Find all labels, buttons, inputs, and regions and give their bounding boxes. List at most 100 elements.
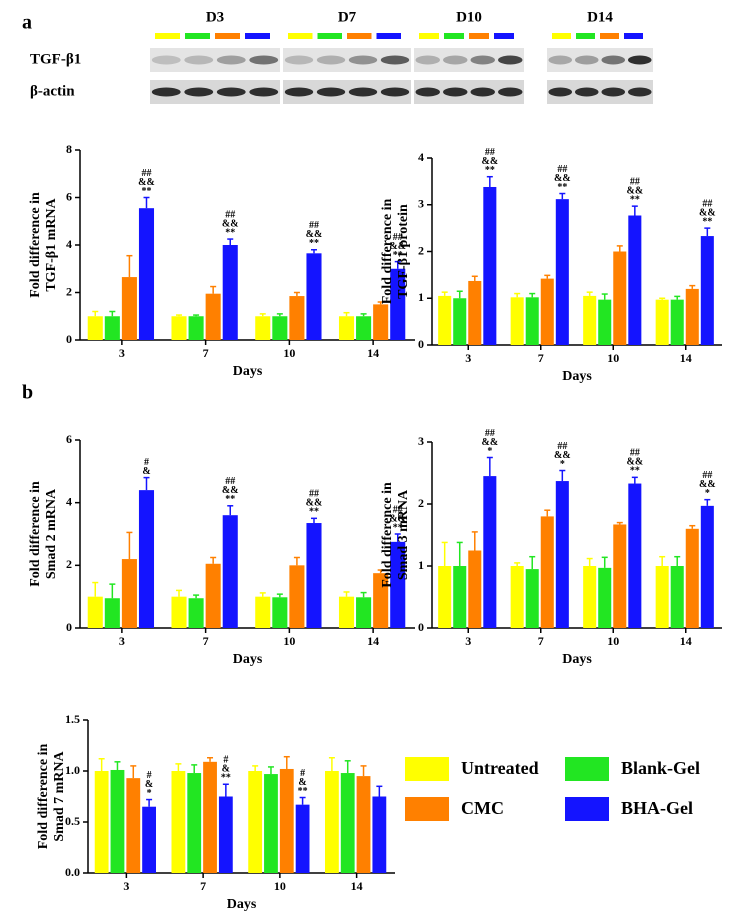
significance-mark: # xyxy=(144,457,149,468)
lane-color xyxy=(317,33,342,39)
legend-label: Blank-Gel xyxy=(621,758,700,778)
y-axis-label: Fold difference in xyxy=(380,482,395,588)
bar xyxy=(338,596,355,628)
significance-mark: ** xyxy=(393,250,403,261)
significance-mark: ## xyxy=(485,147,495,158)
significance-mark: ** xyxy=(393,522,403,533)
lane-color xyxy=(215,33,240,39)
significance-mark: ** xyxy=(221,773,231,784)
x-axis-label: Days xyxy=(233,652,263,667)
blot-band xyxy=(249,87,279,97)
y-tick-label: 6 xyxy=(66,432,72,446)
bar xyxy=(87,596,103,628)
blot-column-label: D3 xyxy=(206,9,224,25)
x-tick-label: 14 xyxy=(680,351,692,365)
significance-mark: && xyxy=(626,457,643,468)
blot-band xyxy=(184,55,214,65)
significance-mark: && xyxy=(699,207,716,218)
blot-band xyxy=(348,87,378,97)
bar xyxy=(171,316,187,340)
bar xyxy=(279,768,294,873)
significance-mark: ** xyxy=(309,238,319,249)
significance-mark: & xyxy=(145,779,153,790)
bar xyxy=(390,268,406,340)
x-tick-label: 7 xyxy=(538,351,544,365)
bar xyxy=(289,565,305,628)
lane-color xyxy=(576,33,595,39)
bar xyxy=(222,515,238,628)
bar xyxy=(248,771,263,873)
y-tick-label: 0 xyxy=(418,620,424,634)
significance-mark: * xyxy=(147,788,152,799)
x-tick-label: 10 xyxy=(607,634,619,648)
bar xyxy=(670,299,684,345)
y-tick-label: 2 xyxy=(418,243,424,257)
y-tick-label: 2 xyxy=(66,557,72,571)
bar xyxy=(700,505,714,628)
significance-mark: ## xyxy=(225,209,235,220)
blot-band xyxy=(627,55,652,65)
y-axis-label: TGF-β1 mRNA xyxy=(44,197,59,291)
significance-mark: && xyxy=(389,241,406,252)
bar xyxy=(468,550,482,628)
bar xyxy=(598,567,612,628)
bar xyxy=(121,277,137,340)
blot-band xyxy=(284,55,314,65)
significance-mark: && xyxy=(481,156,498,167)
significance-mark: && xyxy=(306,498,323,509)
x-tick-label: 7 xyxy=(203,346,209,360)
x-tick-label: 14 xyxy=(680,634,692,648)
y-axis-label: Smad 3 mRNA xyxy=(396,489,411,580)
significance-mark: # xyxy=(223,755,228,766)
blot-row-label: β-actin xyxy=(30,83,75,99)
significance-mark: * xyxy=(560,459,565,470)
bar xyxy=(171,596,187,628)
blot-band xyxy=(316,87,346,97)
lane-color xyxy=(469,33,489,39)
bar xyxy=(373,573,389,628)
panel-label: a xyxy=(22,12,32,34)
significance-mark: ## xyxy=(225,476,235,487)
bar xyxy=(438,566,452,628)
significance-mark: ## xyxy=(309,220,319,231)
lane-color xyxy=(376,33,401,39)
y-tick-label: 3 xyxy=(418,197,424,211)
bar xyxy=(205,293,221,340)
legend-label: CMC xyxy=(461,798,504,818)
y-tick-label: 1 xyxy=(418,558,424,572)
bar xyxy=(142,806,157,873)
blot-band xyxy=(151,55,181,65)
lane-color xyxy=(419,33,439,39)
significance-mark: ** xyxy=(298,786,308,797)
blot-band xyxy=(380,55,410,65)
bar xyxy=(525,569,539,628)
bar xyxy=(110,769,125,873)
bar xyxy=(468,280,482,345)
lane-color xyxy=(444,33,464,39)
lane-color xyxy=(347,33,372,39)
blot-band xyxy=(151,87,181,97)
y-tick-label: 1.5 xyxy=(65,712,80,726)
significance-mark: ## xyxy=(702,198,712,209)
x-tick-label: 7 xyxy=(200,879,206,893)
bar xyxy=(700,236,714,345)
bar xyxy=(525,297,539,345)
blot-band xyxy=(498,55,523,65)
legend-swatch xyxy=(565,757,609,781)
lane-color xyxy=(624,33,643,39)
blot-band xyxy=(601,55,626,65)
significance-mark: && xyxy=(138,177,155,188)
blot-band xyxy=(574,87,599,97)
x-tick-label: 3 xyxy=(119,346,125,360)
y-tick-label: 2 xyxy=(418,496,424,510)
lane-color xyxy=(245,33,270,39)
legend-swatch xyxy=(405,797,449,821)
y-tick-label: 1 xyxy=(418,290,424,304)
y-tick-label: 6 xyxy=(66,189,72,203)
bar xyxy=(264,774,278,873)
y-tick-label: 0 xyxy=(418,337,424,351)
significance-mark: ** xyxy=(225,494,235,505)
blot-band xyxy=(498,87,523,97)
significance-mark: & xyxy=(142,466,150,477)
